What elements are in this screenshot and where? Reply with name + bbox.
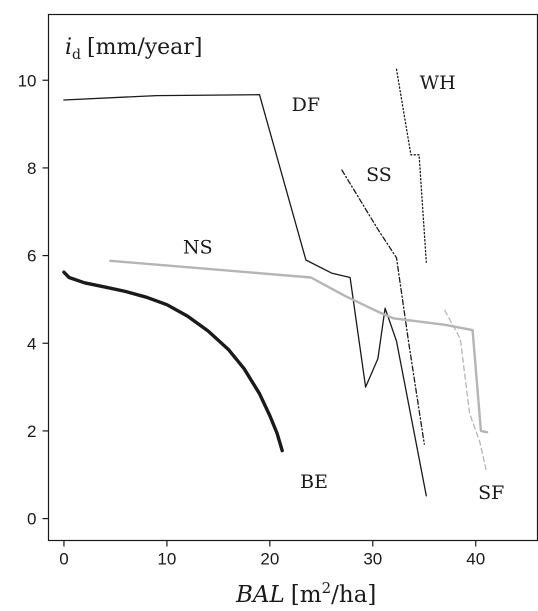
x-axis-label-unit-sup: 2 [322,579,332,597]
y-axis-label-unit: [mm/year] [87,35,202,60]
series-label-ns: NS [183,236,213,258]
x-axis-label-unit-pre: [m [291,582,322,608]
y-axis-label: id [mm/year] [65,35,202,63]
series-lines [62,68,489,497]
x-tick-label: 20 [260,550,279,569]
series-label-be: BE [300,471,328,493]
series-line-ns [109,259,489,434]
x-tick-label: 10 [157,550,176,569]
series-line-wh [395,68,427,263]
x-tick-label: 0 [59,550,68,569]
series-label-wh: WH [420,72,456,94]
y-tick-label: 4 [27,334,36,353]
series-line-be [62,270,284,453]
series-line-sf [444,309,487,471]
y-tick-label: 8 [27,159,36,178]
series-labels: DF SS WH NS SF BE [183,72,504,504]
x-tick-label: 40 [466,550,485,569]
axis-ticks: 0 10 20 30 40 0 2 4 6 8 10 [18,71,486,568]
y-axis-label-var: i [65,35,72,60]
x-tick-label: 30 [363,550,382,569]
x-axis-label-unit-post: /ha] [331,582,376,608]
y-tick-label: 2 [27,422,36,441]
series-line-df [63,94,427,497]
y-tick-label: 0 [27,510,36,529]
series-label-ss: SS [366,164,392,186]
series-line-ss [341,169,425,445]
y-axis-label-sub: d [72,47,81,63]
series-label-sf: SF [478,482,504,504]
y-tick-label: 6 [27,247,36,266]
y-tick-label: 10 [18,71,37,90]
x-axis-label-var: BAL [235,582,285,608]
series-label-df: DF [292,94,320,116]
x-axis-label: BAL [m2/ha] [235,579,376,608]
